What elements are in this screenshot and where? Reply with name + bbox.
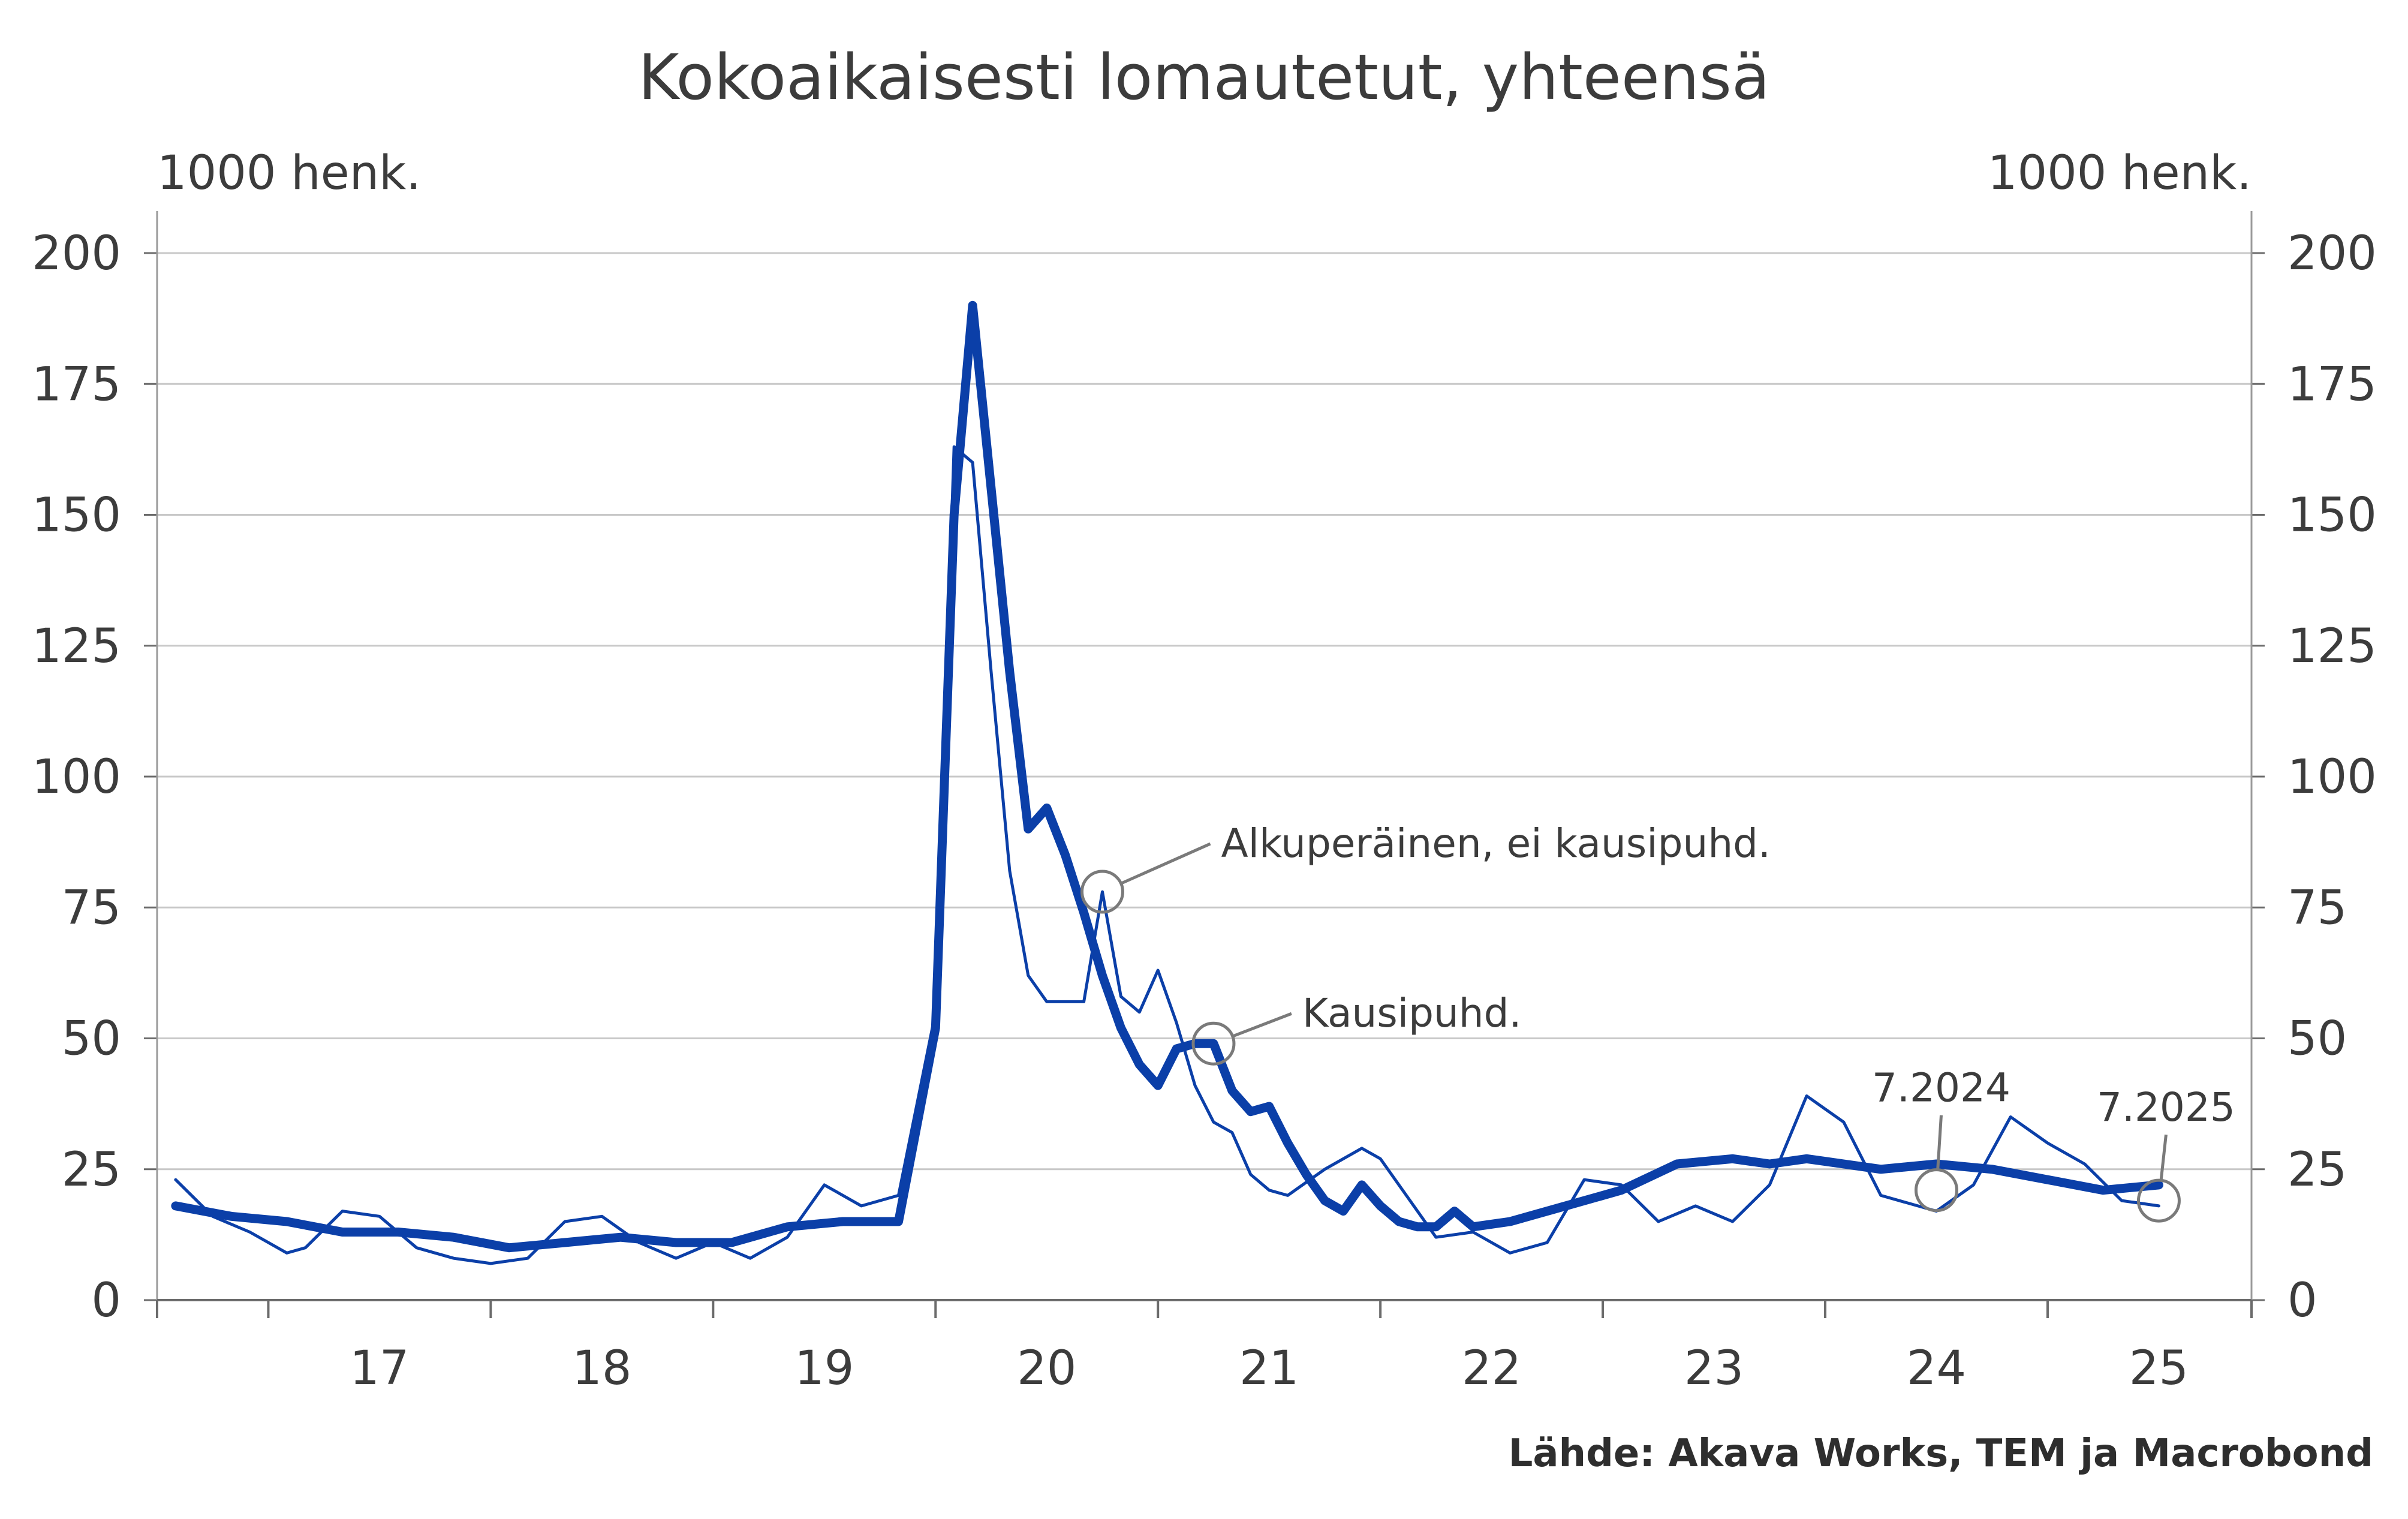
annotation-label-kausipuhd: Kausipuhd.	[1302, 990, 1522, 1036]
series-line-kausipuhd	[171, 300, 2163, 1253]
annotation-label-alkuperainen: Alkuperäinen, ei kausipuhd.	[1221, 820, 1771, 867]
series-line-alkuperainen	[174, 445, 2160, 1265]
y-tick-label-right: 25	[2287, 1143, 2347, 1197]
x-tick-label: 21	[1239, 1341, 1299, 1395]
y-tick-label-right: 100	[2287, 750, 2377, 804]
y-tick-label-right: 175	[2287, 357, 2377, 411]
annotation-leader-7-2025	[2159, 1134, 2168, 1181]
y-tick-label-right: 75	[2287, 881, 2347, 935]
y-tick-label-right: 125	[2287, 619, 2377, 673]
x-tick-label: 25	[2129, 1341, 2189, 1395]
annotation-leader-kausipuhd	[1232, 1012, 1292, 1038]
y-tick-label-right: 150	[2287, 489, 2377, 543]
x-tick-label: 22	[1462, 1341, 1521, 1395]
x-tick-label: 24	[1907, 1341, 1966, 1395]
y-tick-label-left: 50	[62, 1012, 121, 1066]
series-lines	[171, 300, 2163, 1265]
y-axis-unit-left: 1000 henk.	[157, 146, 421, 200]
x-tick-label: 23	[1684, 1341, 1744, 1395]
x-tick-label: 20	[1017, 1341, 1076, 1395]
annotation-marker-7-2024	[1915, 1168, 1959, 1213]
annotation-label-7-2025: 7.2025	[2097, 1084, 2235, 1130]
annotation-marker-7-2025	[2136, 1178, 2181, 1223]
y-tick-label-right: 0	[2287, 1274, 2317, 1328]
y-tick-label-right: 50	[2287, 1012, 2347, 1066]
y-tick-label-left: 150	[32, 489, 121, 543]
annotation-leader-alkuperainen	[1120, 842, 1211, 885]
annotations: Alkuperäinen, ei kausipuhd. Kausipuhd. 7.2…	[1080, 820, 2235, 1223]
x-tick-label: 18	[572, 1341, 631, 1395]
annotation-marker-alkuperainen	[1080, 870, 1124, 914]
annotation-marker-kausipuhd	[1191, 1021, 1236, 1066]
axes: 0 0 25 25 50 50 75 75 100 100 125 125 150 150 175 175 20…	[32, 211, 2377, 1395]
y-tick-label-left: 175	[32, 357, 121, 411]
annotation-label-7-2024: 7.2024	[1872, 1065, 2010, 1111]
y-tick-label-left: 200	[32, 227, 121, 281]
y-tick-label-left: 0	[91, 1274, 121, 1328]
y-axis-unit-right: 1000 henk.	[1988, 146, 2252, 200]
y-tick-label-left: 25	[62, 1143, 121, 1197]
annotation-leader-7-2024	[1936, 1115, 1943, 1170]
x-tick-label: 17	[350, 1341, 409, 1395]
y-tick-label-right: 200	[2287, 227, 2377, 281]
y-tick-label-left: 125	[32, 619, 121, 673]
x-tick-label: 19	[794, 1341, 854, 1395]
source-note: Lähde: Akava Works, TEM ja Macrobond	[1509, 1431, 2373, 1476]
y-tick-label-left: 75	[62, 881, 121, 935]
y-tick-label-left: 100	[32, 750, 121, 804]
gridlines	[157, 252, 2252, 1171]
chart-title: Kokoaikaisesti lomautetut, yhteensä	[638, 41, 1769, 114]
